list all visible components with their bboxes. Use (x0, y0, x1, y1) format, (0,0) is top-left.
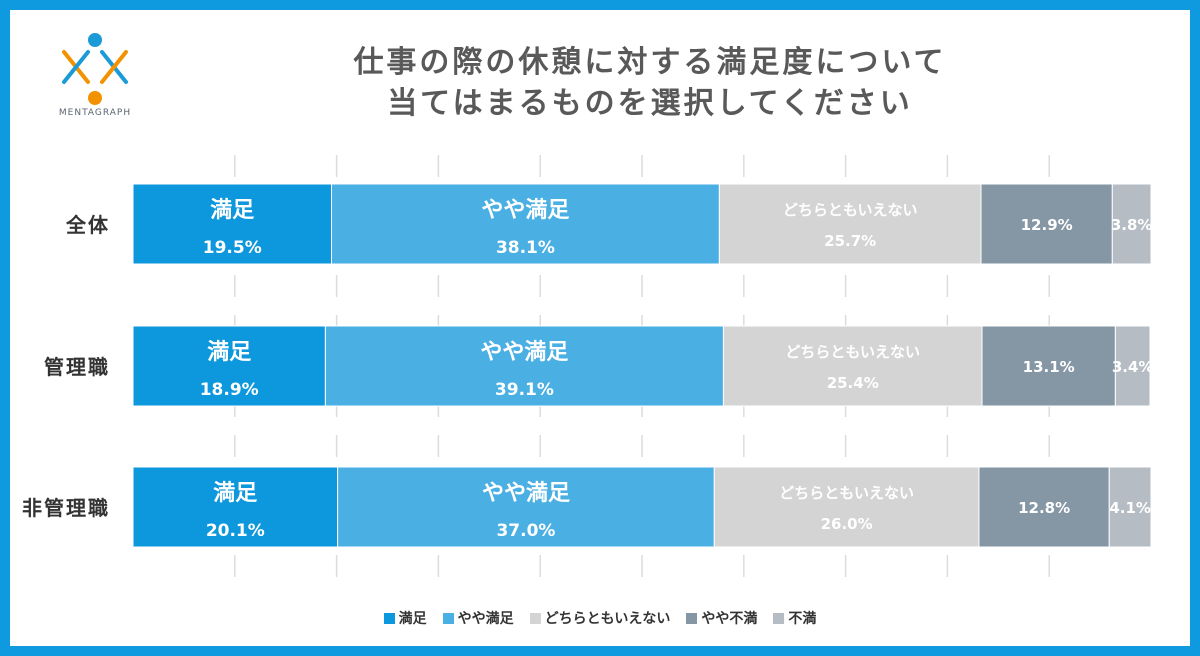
bar-segment (337, 466, 715, 548)
chart-title-line-2: 当てはまるものを選択してください (387, 86, 913, 121)
logo-dot-top (88, 33, 102, 47)
legend-label: どちらともいえない (544, 611, 671, 627)
legend-item-dissatisfied: 不満 (773, 608, 816, 628)
segment-name-label: やや満足 (481, 197, 569, 223)
data-label: 18.9% (200, 380, 259, 400)
bar-segment (132, 325, 326, 407)
data-label: 13.1% (1023, 358, 1075, 376)
data-label: 12.9% (1021, 216, 1073, 234)
data-label: 12.8% (1018, 499, 1070, 517)
bar-segment (324, 325, 724, 407)
bar-segment (713, 466, 980, 548)
legend-swatch (529, 612, 541, 624)
chart-title-line-1: 仕事の際の休憩に対する満足度について (353, 45, 947, 80)
legend-label: 不満 (788, 611, 817, 627)
segment-name-label: どちらともいえない (785, 343, 920, 361)
segment-name-label: やや満足 (480, 339, 568, 365)
data-label: 25.4% (827, 374, 879, 392)
bar-segment (132, 466, 339, 548)
data-label: 37.0% (496, 521, 555, 541)
legend-item-satisfied: 満足 (383, 608, 427, 628)
segment-name-label: 満足 (213, 480, 257, 506)
legend-swatch (773, 612, 785, 624)
chart-title: 仕事の際の休憩に対する満足度について 当てはまるものを選択してください (220, 42, 1080, 124)
logo-dot-bottom (88, 91, 102, 105)
legend-item-neutral: どちらともいえない (529, 608, 671, 628)
data-label: 3.4% (1112, 358, 1154, 376)
bar-segment (718, 183, 982, 265)
legend-swatch (383, 612, 395, 624)
legend-item-somewhat-dissatisfied: やや不満 (686, 608, 757, 628)
bar-segment (722, 325, 983, 407)
bar-segment (1114, 325, 1151, 407)
data-label: 4.1% (1109, 499, 1151, 517)
legend-item-somewhat-satisfied: やや満足 (442, 608, 514, 628)
category-label: 非管理職 (22, 496, 110, 520)
legend-swatch (686, 612, 698, 624)
data-label: 26.0% (821, 515, 873, 533)
logo-text: MENTAGRAPH (58, 108, 132, 118)
segment-name-label: どちらともいえない (779, 484, 914, 502)
data-label: 38.1% (496, 238, 555, 258)
segment-name-label: 満足 (210, 197, 254, 223)
bar-segment (1108, 466, 1152, 548)
data-label: 19.5% (203, 238, 262, 258)
legend-swatch (442, 612, 454, 624)
category-label: 管理職 (44, 355, 110, 379)
segment-name-label: 満足 (207, 339, 251, 365)
data-label: 25.7% (824, 232, 876, 250)
bar-segment (1111, 183, 1152, 265)
bar-segment (980, 183, 1113, 265)
mentagraph-logo (62, 33, 128, 105)
data-label: 20.1% (206, 521, 265, 541)
data-label: 39.1% (495, 380, 554, 400)
data-label: 3.8% (1111, 216, 1153, 234)
legend: 満足 やや満足 どちらともいえない やや不満 不満 (0, 608, 1200, 628)
bar-segment (978, 466, 1110, 548)
legend-label: やや不満 (701, 611, 758, 627)
legend-label: やや満足 (457, 611, 514, 627)
category-label: 全体 (65, 213, 110, 237)
segment-name-label: どちらともいえない (783, 201, 918, 219)
legend-label: 満足 (398, 611, 427, 627)
segment-name-label: やや満足 (482, 480, 570, 506)
